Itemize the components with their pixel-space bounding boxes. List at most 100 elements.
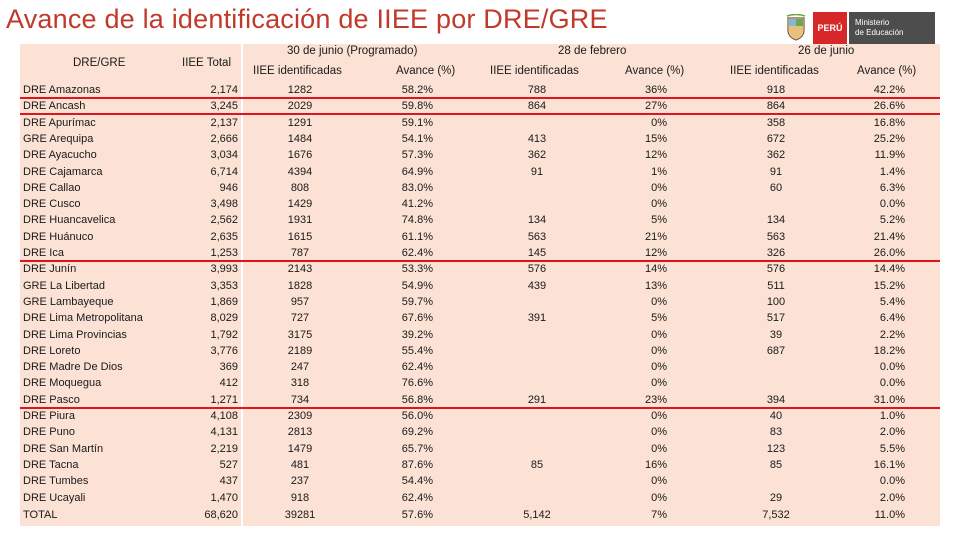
cell-dre: DRE Amazonas — [23, 84, 101, 96]
cell-p-av: 67.6% — [401, 312, 433, 325]
cell-f-id: 5,142 — [523, 508, 551, 521]
cell-f-id: 362 — [527, 149, 547, 162]
header-junio: 26 de junio — [798, 45, 855, 57]
cell-total: 68,620 — [204, 508, 238, 521]
cell-dre: DRE Lima Provincias — [23, 328, 127, 341]
cell-j-id: 517 — [766, 312, 786, 325]
cell-j-id: 326 — [766, 247, 786, 259]
cell-p-av: 62.4% — [401, 491, 433, 504]
cell-p-id: 2309 — [287, 410, 313, 422]
cell-f-av: 27% — [644, 100, 667, 113]
header-febrero-identified: IIEE identificadas — [490, 65, 579, 77]
cell-p-av: 76.6% — [401, 377, 433, 390]
cell-f-av: 0% — [651, 410, 667, 422]
cell-p-id: 1282 — [287, 84, 313, 96]
cell-dre: DRE Cajamarca — [23, 165, 103, 178]
peru-brand: PERÚ — [813, 12, 847, 44]
cell-j-id: 672 — [766, 132, 786, 145]
cell-p-av: 39.2% — [401, 328, 433, 341]
cell-f-id: 576 — [527, 263, 547, 276]
cell-p-av: 41.2% — [401, 198, 433, 211]
cell-j-id: 563 — [766, 230, 786, 243]
cell-dre: DRE Apurímac — [23, 116, 96, 129]
cell-f-id: 439 — [527, 279, 547, 292]
cell-f-av: 36% — [644, 84, 667, 96]
cell-j-id: 7,532 — [762, 508, 790, 521]
cell-j-id — [735, 474, 817, 488]
cell-total: 3,034 — [210, 149, 238, 162]
cell-p-av: 59.1% — [401, 116, 433, 129]
cell-p-id: 481 — [290, 458, 310, 471]
cell-f-av: 0% — [651, 361, 667, 374]
header-junio-progress: Avance (%) — [857, 65, 917, 77]
cell-total: 369 — [219, 361, 238, 374]
cell-p-av: 53.3% — [401, 263, 433, 276]
cell-dre: DRE Callao — [23, 181, 81, 194]
cell-f-id: 563 — [527, 230, 547, 243]
cell-total: 1,253 — [210, 247, 238, 259]
cell-f-av: 12% — [644, 247, 667, 259]
cell-f-id — [497, 376, 577, 390]
cell-total: 3,498 — [210, 198, 238, 211]
highlight-line-pasco — [20, 407, 940, 409]
cell-p-id: 2189 — [287, 344, 313, 357]
cell-f-id — [497, 425, 577, 439]
cell-p-id: 247 — [290, 361, 310, 374]
header-febrero-progress: Avance (%) — [625, 65, 685, 77]
header-programado-identified: IIEE identificadas — [253, 65, 342, 77]
cell-total: 1,271 — [210, 393, 238, 406]
cell-p-id: 39281 — [284, 508, 316, 521]
cell-f-id: 85 — [530, 458, 544, 471]
cell-p-id: 237 — [290, 475, 310, 488]
cell-total: 1,869 — [210, 295, 238, 308]
cell-f-av: 0% — [651, 344, 667, 357]
header-dre: DRE/GRE — [73, 57, 126, 69]
cell-j-av: 0.0% — [879, 475, 905, 488]
cell-p-av: 74.8% — [401, 214, 433, 227]
cell-p-id: 1429 — [287, 198, 313, 211]
cell-p-id: 2813 — [287, 426, 313, 439]
cell-dre: DRE Lima Metropolitana — [23, 312, 143, 325]
cell-j-av: 11.0% — [874, 508, 905, 521]
cell-f-av: 5% — [651, 312, 667, 325]
cell-j-av: 16.8% — [873, 116, 905, 129]
highlight-line-amazonas — [20, 97, 940, 99]
cell-j-id: 83 — [769, 426, 783, 439]
cell-j-av: 26.0% — [873, 247, 905, 259]
ministry-name: Ministerio de Educación — [847, 12, 935, 44]
cell-j-id: 362 — [766, 149, 786, 162]
cell-p-id: 1484 — [287, 132, 313, 145]
cell-dre: DRE Piura — [23, 410, 75, 422]
cell-total: 946 — [219, 181, 238, 194]
cell-p-id: 2143 — [287, 263, 313, 276]
cell-p-av: 83.0% — [401, 181, 433, 194]
cell-f-id: 91 — [530, 165, 544, 178]
cell-dre: DRE Ucayali — [23, 491, 86, 504]
cell-j-id: 358 — [766, 116, 786, 129]
cell-p-id: 2029 — [287, 100, 313, 113]
cell-j-av: 25.2% — [873, 132, 905, 145]
cell-j-id: 85 — [769, 458, 783, 471]
cell-p-av: 62.4% — [401, 247, 433, 259]
cell-j-av: 0.0% — [879, 361, 905, 374]
cell-dre: DRE Junín — [23, 263, 77, 276]
minedu-logo: PERÚ Ministerio de Educación — [783, 12, 938, 44]
cell-dre: DRE San Martín — [23, 442, 104, 455]
cell-dre: DRE Ica — [23, 247, 64, 259]
cell-j-id: 511 — [767, 279, 785, 292]
cell-p-id: 787 — [290, 247, 310, 259]
cell-f-av: 5% — [651, 214, 667, 227]
cell-p-id: 1931 — [287, 214, 313, 227]
cell-f-av: 12% — [644, 149, 667, 162]
cell-f-id — [497, 197, 577, 211]
cell-p-id: 727 — [290, 312, 310, 325]
highlight-line-ancash — [20, 113, 940, 115]
cell-f-id: 413 — [527, 132, 547, 145]
cell-f-id: 291 — [527, 393, 547, 406]
cell-dre: DRE Tumbes — [23, 475, 89, 488]
cell-total: 3,993 — [210, 263, 238, 276]
cell-p-av: 61.1% — [401, 230, 433, 243]
cell-total: 8,029 — [210, 312, 238, 325]
cell-total: 2,635 — [210, 230, 238, 243]
cell-f-av: 0% — [651, 377, 667, 390]
